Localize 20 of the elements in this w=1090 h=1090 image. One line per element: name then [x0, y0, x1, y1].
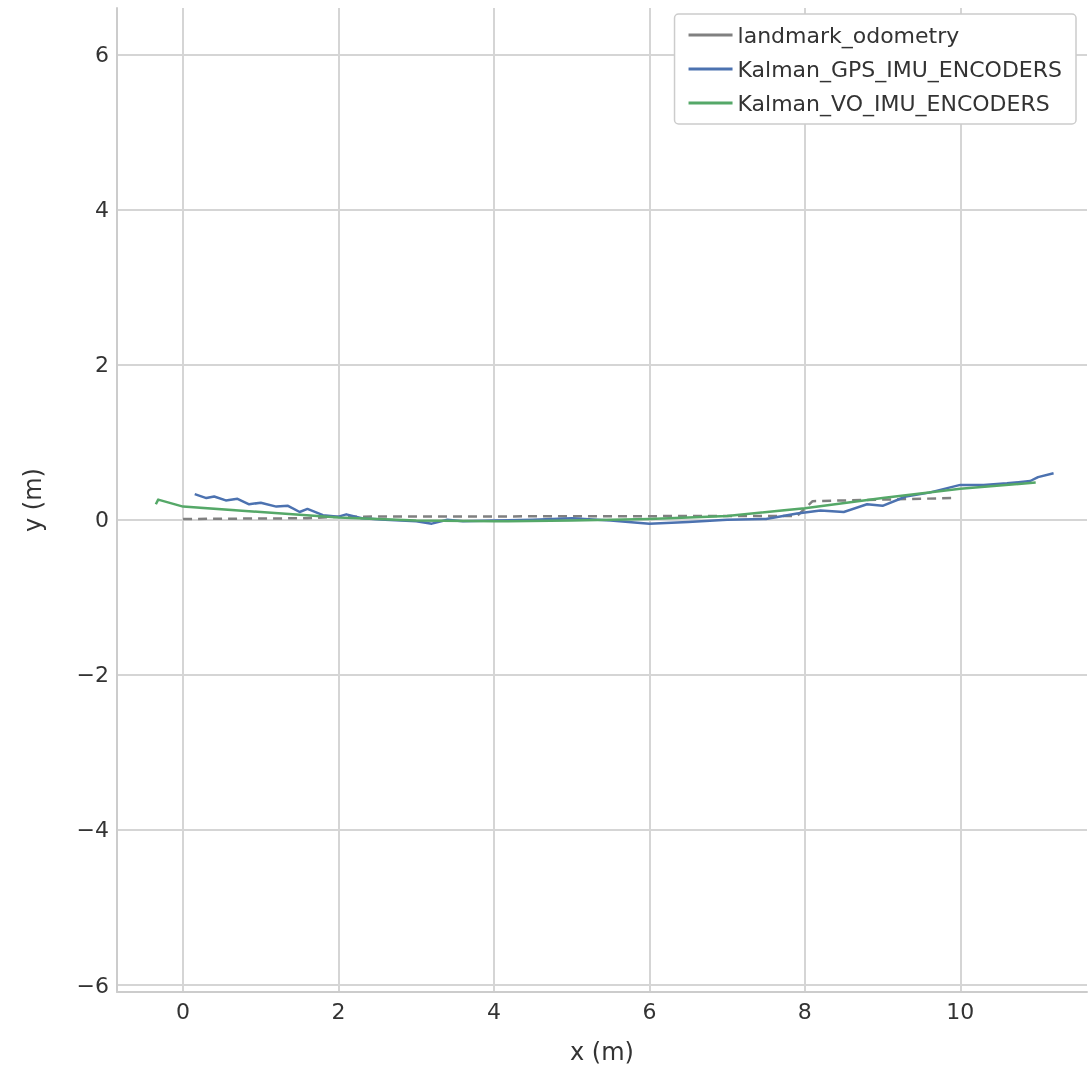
x-tick-label: 6 [642, 998, 657, 1024]
y-tick-label: 2 [95, 352, 109, 378]
x-tick-label: 8 [797, 998, 812, 1024]
y-tick-label: 0 [95, 507, 109, 533]
legend-label: Kalman_GPS_IMU_ENCODERS [737, 56, 1062, 83]
y-tick-label: −2 [76, 662, 109, 688]
y-tick-label: −4 [76, 817, 109, 843]
x-tick-label: 0 [176, 998, 191, 1024]
x-tick-label: 4 [486, 998, 501, 1024]
y-tick-label: −6 [76, 972, 109, 998]
y-axis-title: y (m) [19, 468, 47, 532]
legend-label: landmark_odometry [737, 22, 960, 49]
x-tick-label: 10 [946, 998, 975, 1024]
line-series [154, 481, 1037, 523]
y-tick-label: 6 [95, 42, 109, 68]
x-tick-label: 2 [331, 998, 346, 1024]
legend-label: Kalman_VO_IMU_ENCODERS [737, 90, 1050, 117]
line-series [181, 496, 954, 521]
x-axis-title: x (m) [570, 1038, 634, 1066]
y-tick-label: 4 [95, 197, 109, 223]
